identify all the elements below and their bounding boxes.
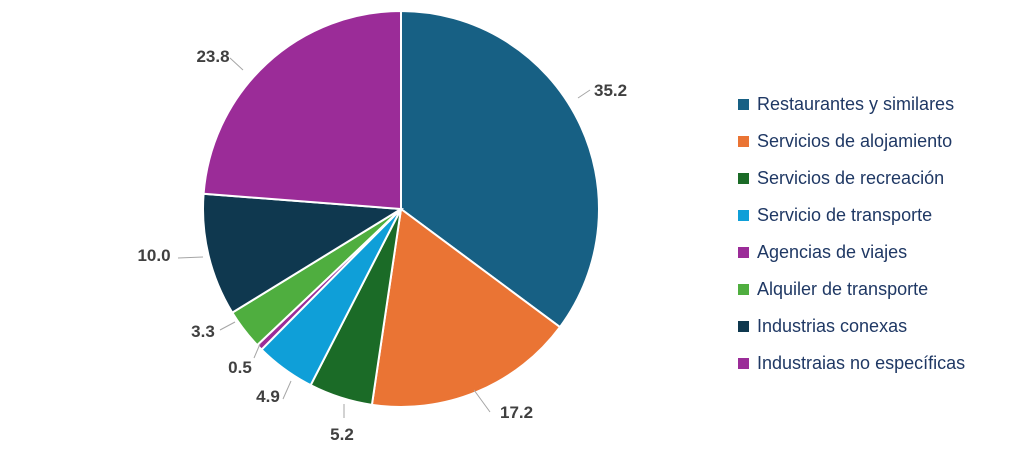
legend-label: Industraias no específicas: [757, 353, 966, 373]
legend-swatch: [738, 321, 749, 332]
leader-lines: [177, 57, 591, 418]
pie-slices: [202, 9, 600, 408]
legend-item-conexas: Industrias conexas: [738, 308, 965, 345]
legend-swatch: [738, 284, 749, 295]
leader-line-no-especificas: [229, 57, 244, 71]
legend-label: Agencias de viajes: [757, 242, 908, 262]
legend-swatch: [738, 358, 749, 369]
data-label-conexas: 10.0: [137, 246, 170, 265]
pie-slice-conexas: [202, 192, 405, 315]
legend-item-transporte: Servicio de transporte: [738, 197, 965, 234]
legend-swatch: [738, 99, 749, 110]
legend: Restaurantes y similares Servicios de alo…: [738, 86, 965, 382]
legend-swatch: [738, 210, 749, 221]
pie-slice-no-especificas: [202, 9, 402, 211]
legend-swatch: [738, 136, 749, 147]
legend-item-recreacion: Servicios de recreación: [738, 160, 965, 197]
data-label-alojamiento: 17.2: [500, 403, 533, 422]
data-labels: 35.2 17.2 5.2 4.90.5 3.3 10.0 23.8: [137, 47, 627, 444]
data-label-agencias: 0.5: [228, 358, 252, 377]
legend-label: Industrias conexas: [757, 316, 908, 336]
pie-slice-restaurantes: [400, 9, 600, 329]
legend-item-alojamiento: Servicios de alojamiento: [738, 123, 965, 160]
legend-item-alquiler: Alquiler de transporte: [738, 271, 965, 308]
data-label-no-especificas: 23.8: [196, 47, 229, 66]
legend-swatch: [738, 173, 749, 184]
legend-label: Restaurantes y similares: [757, 94, 955, 114]
legend-swatch: [738, 247, 749, 258]
data-label-alquiler: 3.3: [191, 322, 215, 341]
data-label-recreacion: 5.2: [330, 425, 354, 444]
leader-line-transporte: [282, 380, 292, 400]
legend-item-no-especificas: Industraias no específicas: [738, 345, 965, 382]
data-label-restaurantes: 35.2: [594, 81, 627, 100]
leader-line-agencias: [253, 343, 261, 359]
data-label-transporte: 4.9: [256, 387, 280, 406]
leader-line-alquiler: [219, 321, 236, 331]
leader-line-conexas: [177, 256, 204, 259]
pie-slice-alojamiento: [370, 207, 562, 408]
legend-label: Servicios de alojamiento: [757, 131, 953, 151]
legend-label: Servicio de transporte: [757, 205, 933, 225]
leader-line-restaurantes: [577, 89, 591, 99]
legend-label: Alquiler de transporte: [757, 279, 929, 299]
leader-line-alojamiento: [473, 389, 491, 413]
legend-item-restaurantes: Restaurantes y similares: [738, 86, 965, 123]
legend-item-agencias: Agencias de viajes: [738, 234, 965, 271]
legend-label: Servicios de recreación: [757, 168, 945, 188]
